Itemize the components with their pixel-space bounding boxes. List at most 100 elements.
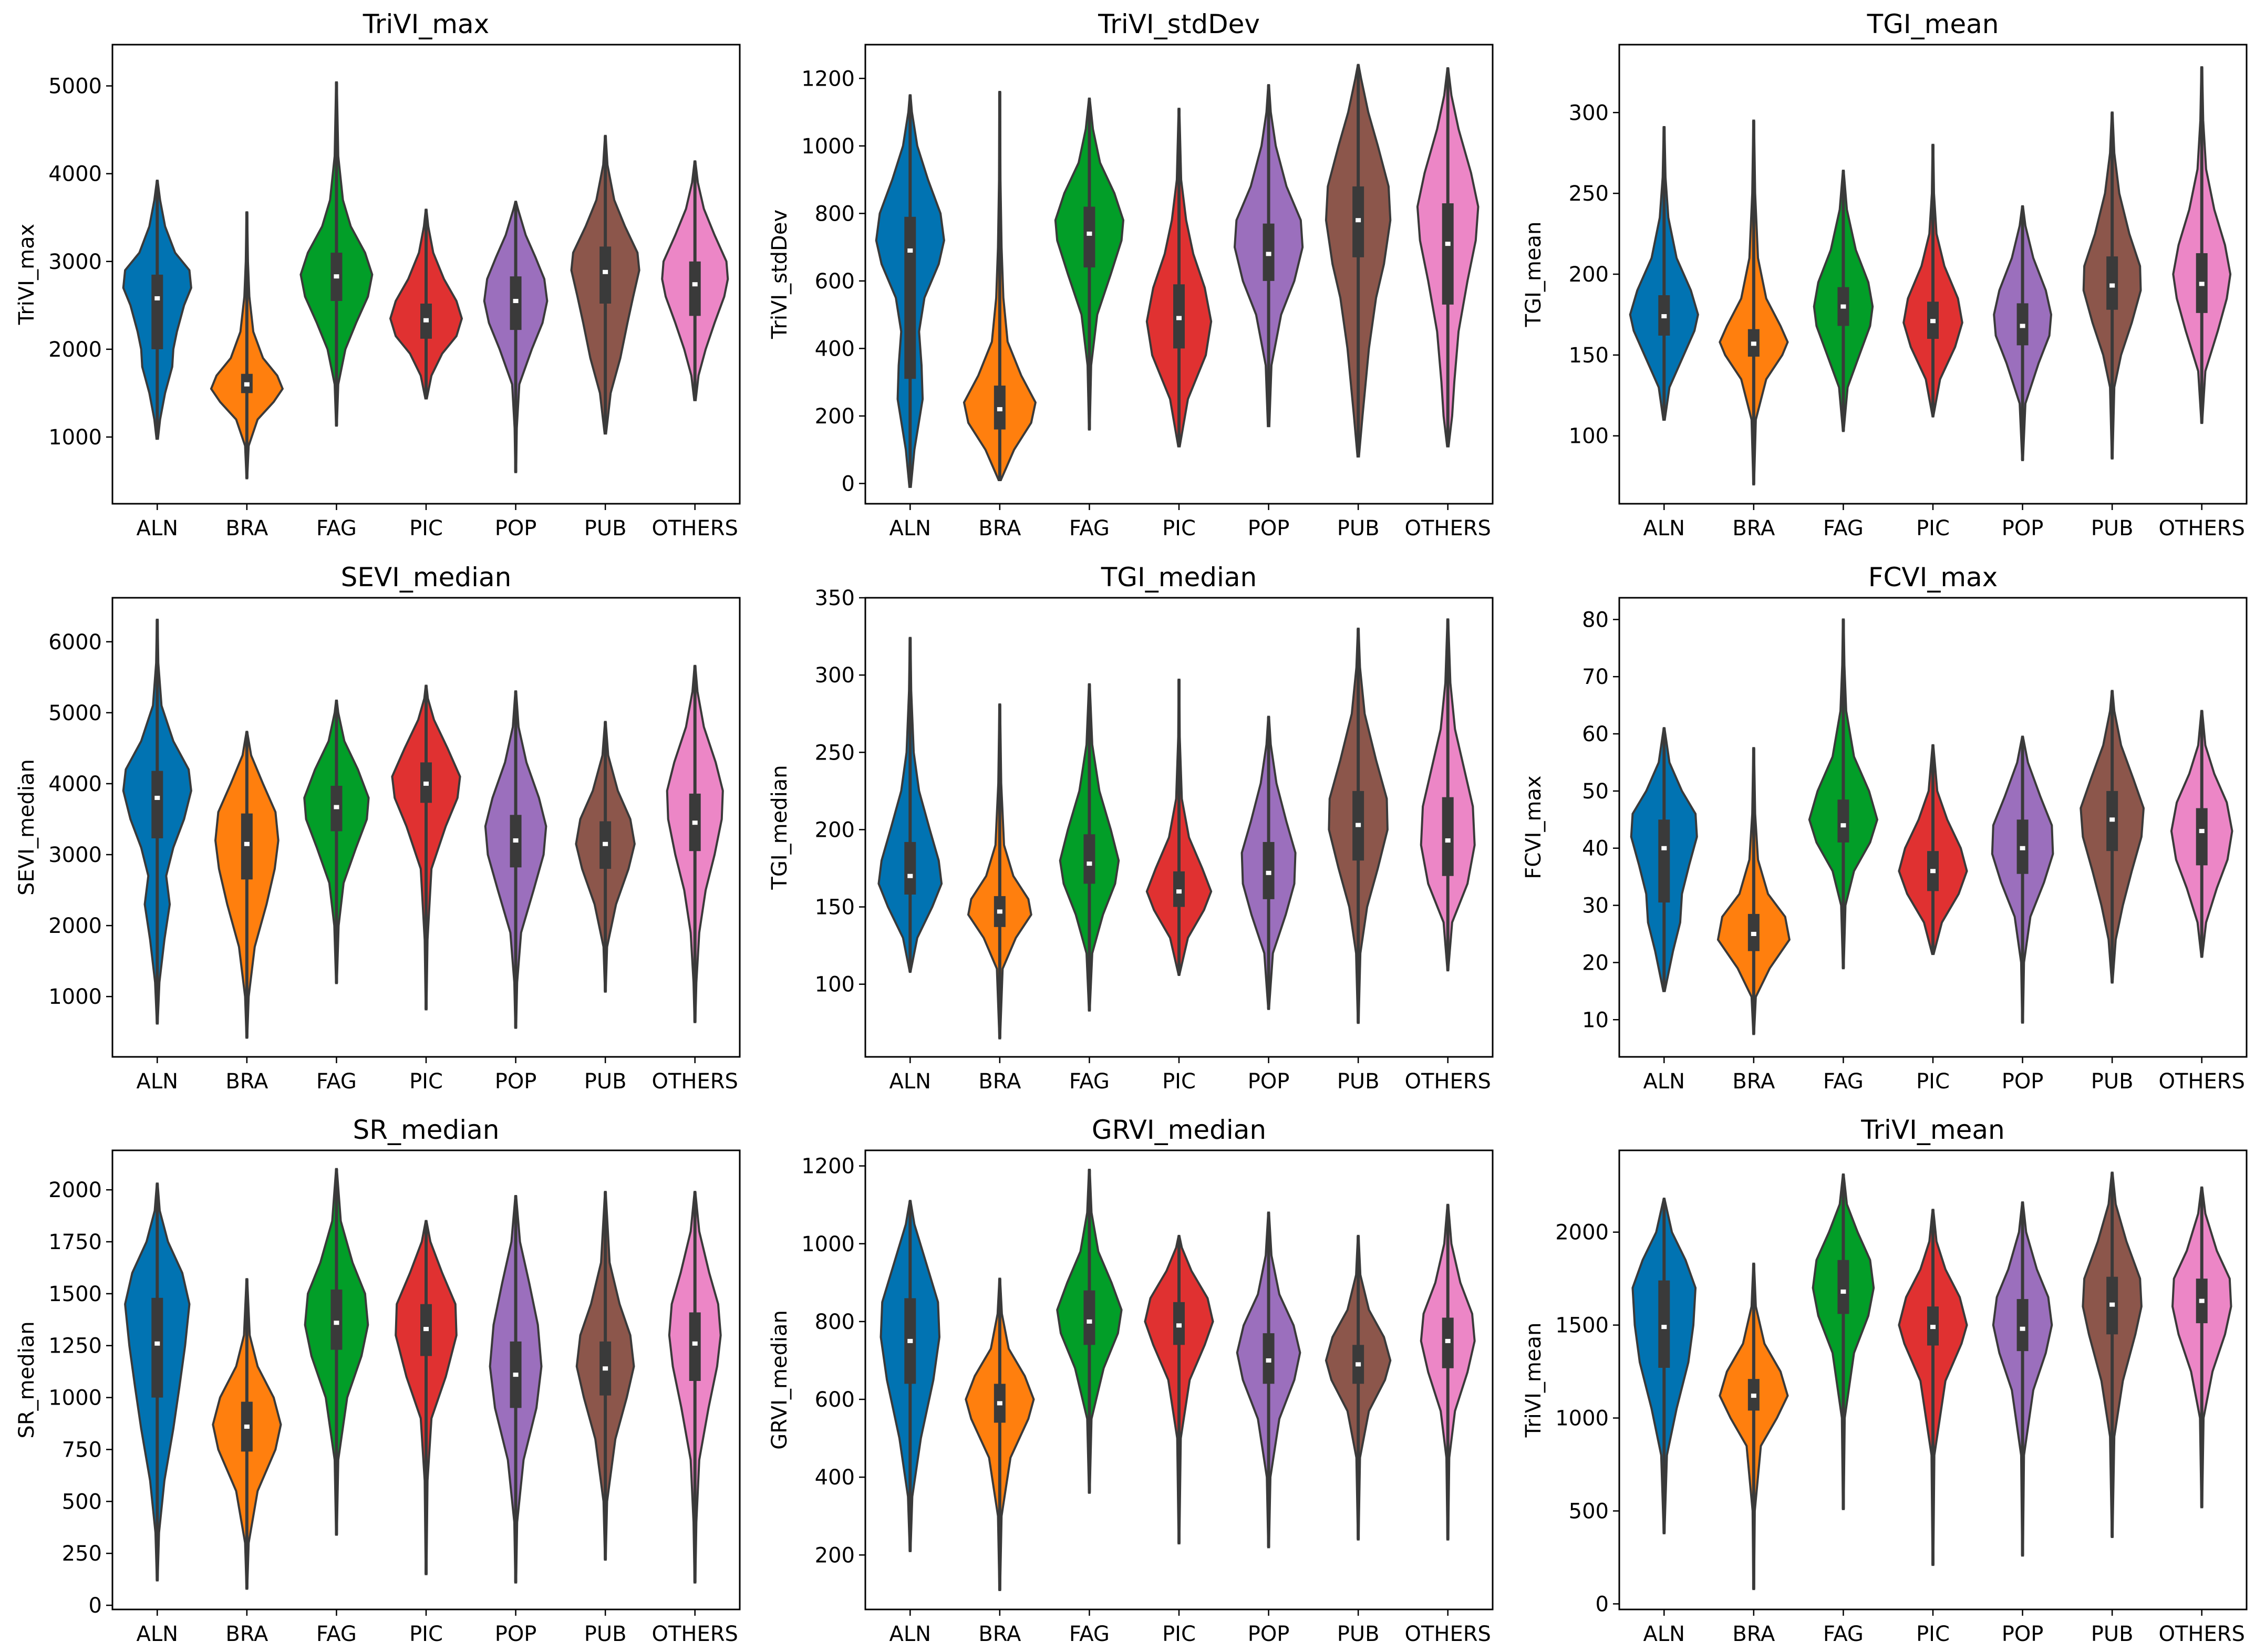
violin-bra [963,91,1037,481]
y-tick-label: 70 [1582,665,1609,689]
x-tick-label: PUB [1337,1069,1380,1094]
violin-median-marker [2020,846,2025,850]
x-tick-label: PIC [1916,1069,1950,1094]
y-tick-label: 0 [842,472,855,496]
y-tick-label: 400 [815,337,855,361]
x-tick-label: POP [495,1069,537,1094]
x-tick-label: FAG [316,516,357,541]
violin-median-marker [334,274,339,279]
x-tick-label: ALN [136,1069,178,1094]
panel-title: TriVI_max [363,9,490,39]
y-tick-label: 200 [815,404,855,429]
violin-iqr-box [151,771,163,838]
violin-iqr-box [689,1312,701,1381]
violin-others [661,160,729,401]
x-tick-label: BRA [225,1069,268,1094]
y-tick-label: 200 [815,1543,855,1567]
y-axis-label: GRVI_median [768,1310,792,1450]
panel-grvi-median: GRVI_median GRVI_median 200 400 600 800 1000 12… [768,1115,1494,1646]
x-tick-label: FAG [1069,516,1110,541]
violin-median-marker [513,838,519,843]
x-tick-label: PIC [409,1622,443,1646]
violin-median-marker [334,805,339,809]
x-tick-label: OTHERS [651,1622,738,1646]
violin-pub [1328,627,1389,1024]
violin-median-marker [1661,1325,1667,1329]
violin-pub [570,134,640,435]
violin-iqr-box [1837,1260,1849,1314]
violin-median-marker [997,407,1002,412]
axes-frame [864,44,1494,505]
violin-iqr-box [1658,1280,1670,1368]
x-tick-label: OTHERS [651,1069,738,1094]
violin-median-marker [423,781,429,786]
panel-title: FCVI_max [1868,562,1998,593]
x-tick-label: BRA [978,1622,1021,1646]
violin-iqr-box [510,276,522,330]
x-tick-label: ALN [136,1622,178,1646]
x-tick-label: PUB [1337,516,1380,541]
violin-median-marker [513,298,519,303]
y-tick-label: 0 [1596,1592,1609,1616]
violin-median-marker [1661,846,1667,850]
violin-median-marker [2109,1302,2115,1307]
y-tick-label: 10 [1582,1008,1609,1032]
y-tick-label: 1250 [48,1334,102,1358]
violin-median-marker [907,1338,913,1343]
x-tick-label: POP [495,1622,537,1646]
x-tick-label: ALN [889,1622,931,1646]
y-tick-label: 800 [815,1310,855,1334]
violin-median-marker [1751,931,1756,936]
violin-pub [2082,111,2142,460]
violin-aln [880,1200,941,1552]
y-axis-label: TriVI_max [15,224,39,325]
y-tick-label: 500 [1569,1499,1609,1523]
x-tick-label: POP [1248,1622,1290,1646]
violin-iqr-box [689,261,701,316]
violin-aln [122,180,192,440]
x-tick-label: POP [1248,516,1290,541]
x-tick-label: PUB [584,1622,627,1646]
panel-title: TGI_mean [1867,9,1999,39]
y-tick-label: 6000 [48,630,102,654]
violin-pop [483,201,549,473]
y-axis-label: FCVI_max [1522,775,1546,879]
violin-median-marker [692,1341,698,1346]
violin-aln [1631,1198,1697,1534]
x-tick-label: POP [2002,1622,2044,1646]
y-tick-label: 2000 [48,1178,102,1202]
panel-trivi-max: TriVI_max TriVI_max 1000 2000 3000 4000 5000 AL… [15,9,741,541]
x-tick-label: PUB [1337,1622,1380,1646]
y-tick-label: 40 [1582,837,1609,861]
y-tick-label: 1750 [48,1230,102,1254]
x-tick-label: PUB [584,516,627,541]
panel-title: SEVI_median [341,562,512,593]
violin-iqr-box [1083,1290,1095,1345]
violin-pub [575,1191,635,1561]
panel-tgi-mean: TGI_mean TGI_mean 100 150 200 250 300 ALN BRA FAG… [1522,9,2248,541]
x-tick-label: POP [495,516,537,541]
panel-title: TriVI_mean [1860,1115,2004,1145]
violin-pic [1902,143,1963,418]
violin-iqr-box [1083,834,1095,884]
x-tick-label: OTHERS [651,516,738,541]
violin-median-marker [1751,1394,1756,1398]
y-tick-label: 1000 [1555,1407,1609,1431]
violin-median-marker [334,1321,339,1325]
violin-others [668,1191,722,1584]
y-tick-label: 1200 [801,67,855,91]
violin-pub [2080,690,2145,984]
violin-others [1416,67,1480,448]
x-tick-label: BRA [978,1069,1021,1094]
y-tick-label: 2000 [48,338,102,362]
violin-pub [575,721,636,993]
violin-pub [1325,1234,1392,1541]
violin-aln [1630,727,1698,992]
violin-median-marker [1176,889,1182,894]
violin-median-marker [1266,1358,1271,1363]
y-tick-label: 3000 [48,843,102,867]
y-tick-label: 1000 [48,985,102,1009]
violin-pic [395,1220,458,1575]
violin-bra [967,703,1032,1040]
violin-median-marker [1176,316,1182,320]
